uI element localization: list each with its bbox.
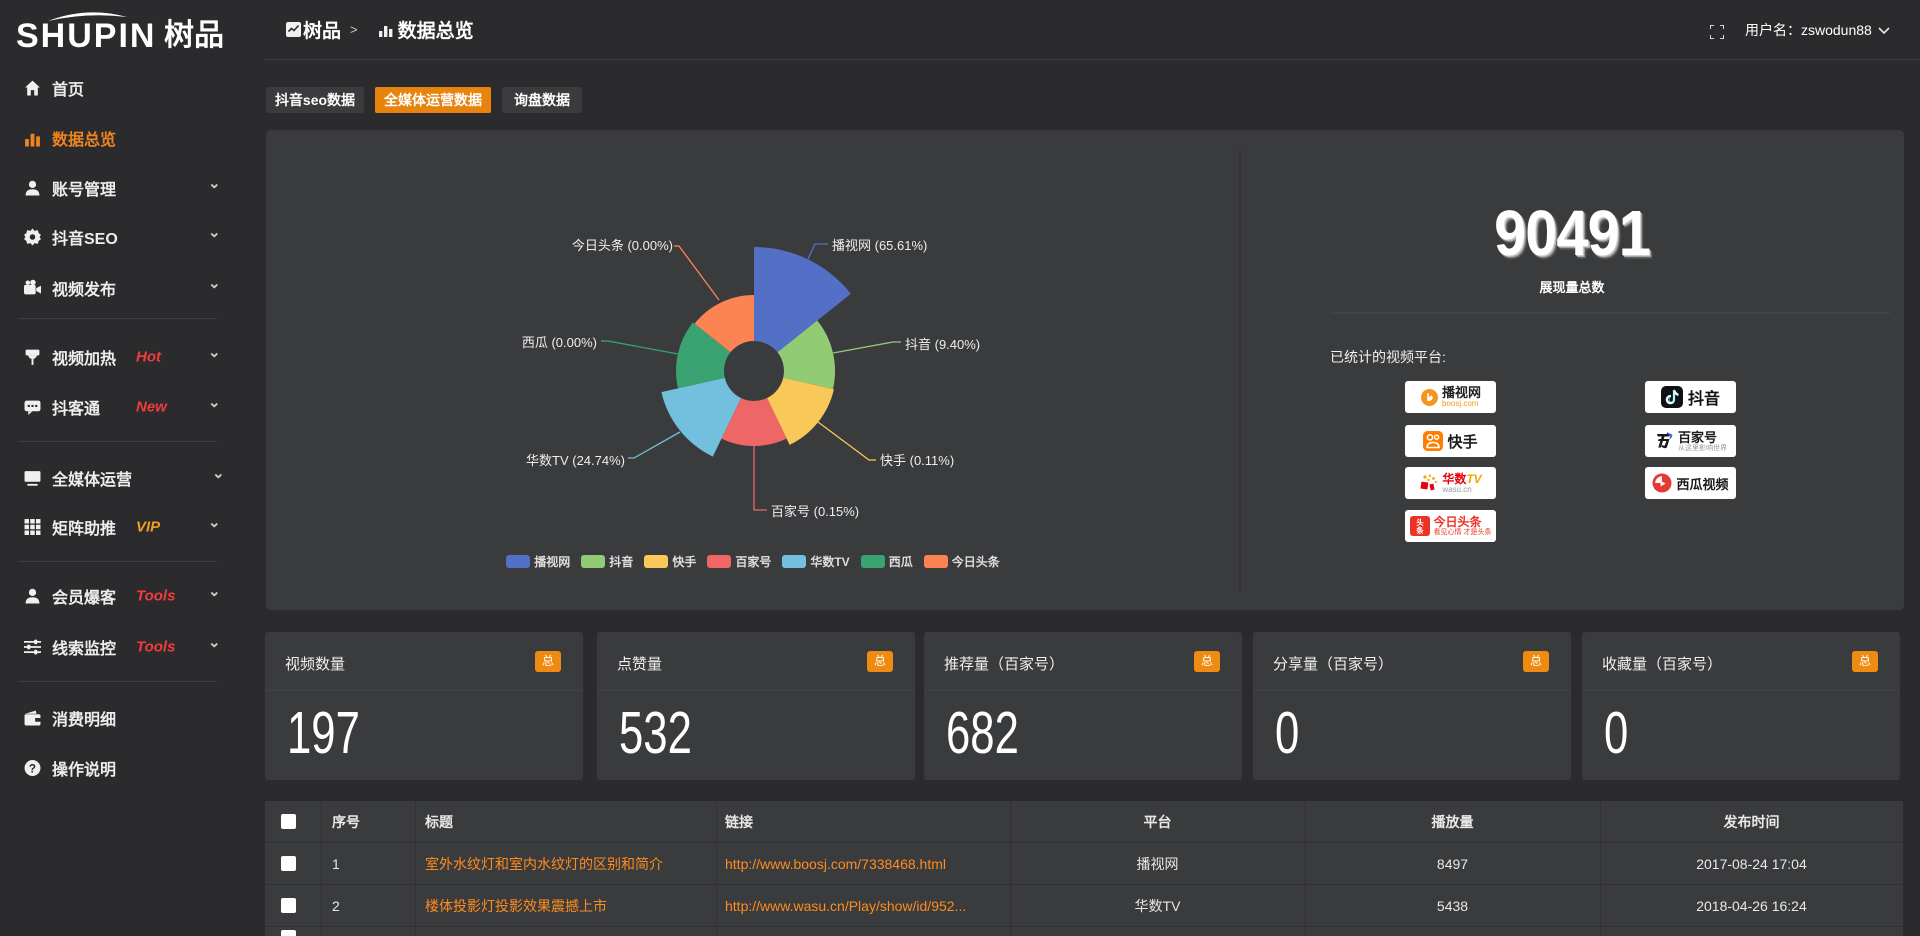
svg-text:条: 条: [1415, 525, 1424, 535]
svg-text:头: 头: [1416, 517, 1424, 527]
svg-text:SHUPIN: SHUPIN: [16, 17, 156, 52]
svg-text:?: ?: [29, 762, 36, 775]
svg-text:树品: 树品: [164, 19, 224, 52]
